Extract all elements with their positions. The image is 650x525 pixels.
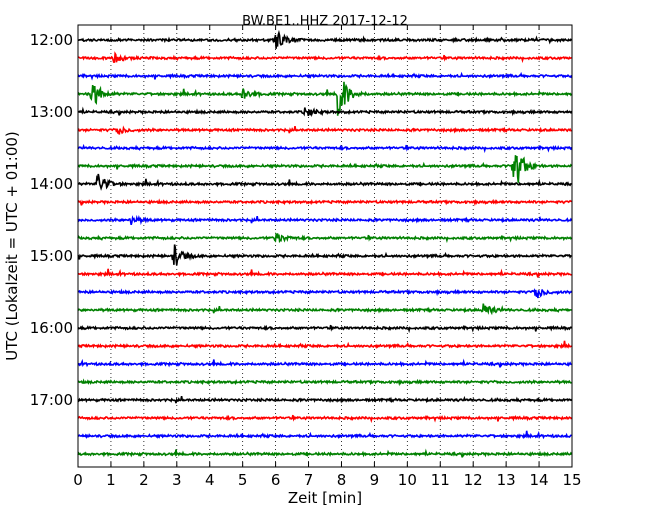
seismic-trace [77,430,572,440]
seismic-trace [77,340,572,350]
seismic-trace [78,51,572,64]
y-axis: 12:00 13:00 14:00 15:00 16:00 17:00 [30,31,572,409]
y-tick-label: 17:00 [30,391,73,409]
seismic-trace [77,198,572,207]
x-axis: 0 1 2 3 4 5 6 7 8 9 10 11 12 13 14 15 [73,25,582,489]
seismic-trace [77,244,572,266]
y-tick-label: 13:00 [30,103,73,121]
seismic-trace [77,395,573,404]
y-tick-label: 12:00 [30,31,73,49]
y-tick-label: 16:00 [30,319,73,337]
seismic-trace [77,81,573,116]
x-tick-label: 13 [497,471,516,489]
x-tick-label: 3 [172,471,182,489]
x-tick-label: 4 [205,471,215,489]
x-axis-label: Zeit [min] [288,489,362,507]
x-tick-label: 8 [337,471,347,489]
seismic-trace [78,29,573,49]
x-tick-label: 0 [73,471,83,489]
y-tick-label: 14:00 [30,175,73,193]
seismic-trace [77,232,573,244]
seismic-trace [77,414,573,424]
seismic-trace [77,324,572,334]
seismic-trace [77,268,572,278]
seismic-trace [77,155,573,183]
x-tick-label: 7 [304,471,314,489]
y-axis-label: UTC (Lokalzeit = UTC + 01:00) [3,131,21,361]
x-tick-label: 2 [139,471,149,489]
x-tick-label: 15 [562,471,581,489]
x-tick-label: 5 [238,471,248,489]
x-tick-label: 14 [530,471,549,489]
x-tick-label: 11 [431,471,450,489]
grid-lines [110,25,540,467]
plot-frame [77,24,573,468]
chart-title: BW.BE1..HHZ 2017-12-12 [242,14,408,29]
seismic-trace [77,448,573,458]
seismic-trace [77,71,573,81]
seismic-trace [77,214,573,226]
seismic-trace [77,143,573,154]
seismic-trace [77,378,572,387]
seismic-trace [77,303,572,316]
y-tick-label: 15:00 [30,247,73,265]
seismic-trace [77,173,572,191]
seismic-trace [77,358,572,368]
x-tick-label: 1 [106,471,116,489]
x-tick-label: 9 [370,471,380,489]
x-tick-label: 6 [271,471,281,489]
x-tick-label: 12 [464,471,483,489]
seismic-traces [77,29,573,458]
seismic-trace [77,288,573,299]
x-tick-label: 10 [398,471,417,489]
seismic-trace [77,106,573,118]
seismic-trace [77,125,573,135]
